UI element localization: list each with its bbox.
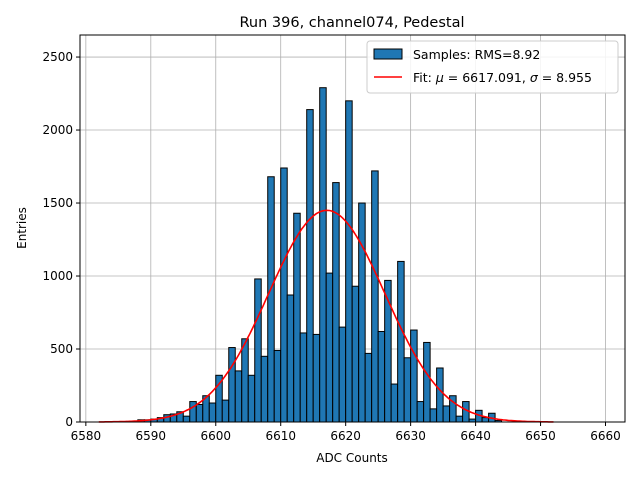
histogram-bar: [286, 294, 295, 423]
y-tick-label: 1000: [42, 269, 73, 283]
histogram-bar: [247, 374, 256, 423]
x-tick-label: 6600: [200, 429, 231, 443]
y-axis-ticks: 0 500 1000 1500 2000 2500: [42, 50, 80, 429]
histogram-bar: [481, 417, 490, 423]
x-tick-label: 6650: [525, 429, 556, 443]
legend-swatch-samples: [373, 48, 403, 60]
histogram-bar: [423, 341, 431, 423]
y-tick-label: 2500: [42, 50, 73, 64]
histogram-bar: [267, 176, 275, 423]
y-axis-label: Entries: [15, 207, 29, 249]
histogram-bar: [312, 333, 321, 423]
y-tick-label: 500: [50, 342, 73, 356]
histogram-bar: [436, 367, 444, 423]
y-tick-label: 1500: [42, 196, 73, 210]
x-tick-label: 6590: [136, 429, 167, 443]
histogram-bar: [429, 408, 438, 423]
x-tick-label: 6580: [71, 429, 102, 443]
histogram-bar: [208, 402, 217, 423]
legend-box: [366, 40, 619, 94]
plot-frame: [79, 34, 626, 423]
histogram-bar: [228, 347, 236, 423]
x-axis-label: ADC Counts: [316, 451, 388, 465]
histogram-bar: [195, 403, 204, 423]
histogram-bar: [345, 100, 353, 423]
histogram-bar: [410, 329, 418, 423]
histogram-bar: [319, 87, 327, 423]
histogram-bar: [299, 332, 308, 423]
chart-title: Run 396, channel074, Pedestal: [239, 15, 464, 31]
histogram-bar: [364, 352, 373, 423]
x-tick-label: 6660: [590, 429, 621, 443]
histogram-bar: [254, 278, 262, 423]
histogram-bar: [293, 212, 301, 423]
histogram-bar: [234, 370, 243, 423]
legend: Samples: RMS=8.92 Fit: μ = 6617.091, σ =…: [366, 40, 619, 94]
x-tick-label: 6640: [460, 429, 491, 443]
x-axis-ticks: 6580 6590 6600 6610 6620 6630 6640 6650 6660: [71, 422, 621, 443]
histogram-bar: [221, 399, 230, 423]
histogram-bar: [273, 349, 282, 423]
histogram-bar: [390, 383, 399, 423]
histogram-bar: [338, 326, 347, 423]
histogram-bar: [280, 167, 288, 423]
y-tick-label: 0: [65, 415, 73, 429]
histogram-bar: [241, 338, 249, 423]
legend-label-samples: Samples: RMS=8.92: [413, 47, 540, 62]
histogram-bar: [260, 355, 269, 423]
gaussian-fit-line: [98, 209, 554, 423]
histogram-bar: [403, 357, 412, 423]
histogram-bar: [306, 109, 314, 423]
histogram-bar: [351, 285, 360, 423]
x-tick-label: 6610: [265, 429, 296, 443]
histogram-bars: [137, 87, 503, 423]
y-tick-label: 2000: [42, 123, 73, 137]
histogram-bar: [182, 415, 191, 423]
x-tick-label: 6630: [395, 429, 426, 443]
histogram-bar: [332, 182, 340, 423]
x-tick-label: 6620: [330, 429, 361, 443]
histogram-bar: [377, 330, 386, 423]
legend-label-fit: Fit: μ = 6617.091, σ = 8.955: [413, 70, 592, 85]
histogram-bar: [397, 260, 405, 423]
histogram-bar: [416, 401, 425, 423]
histogram-bar: [442, 405, 451, 423]
histogram-bar: [325, 272, 334, 423]
histogram-bar: [371, 170, 379, 423]
histogram-bar: [358, 202, 366, 423]
histogram-bar: [455, 415, 464, 423]
